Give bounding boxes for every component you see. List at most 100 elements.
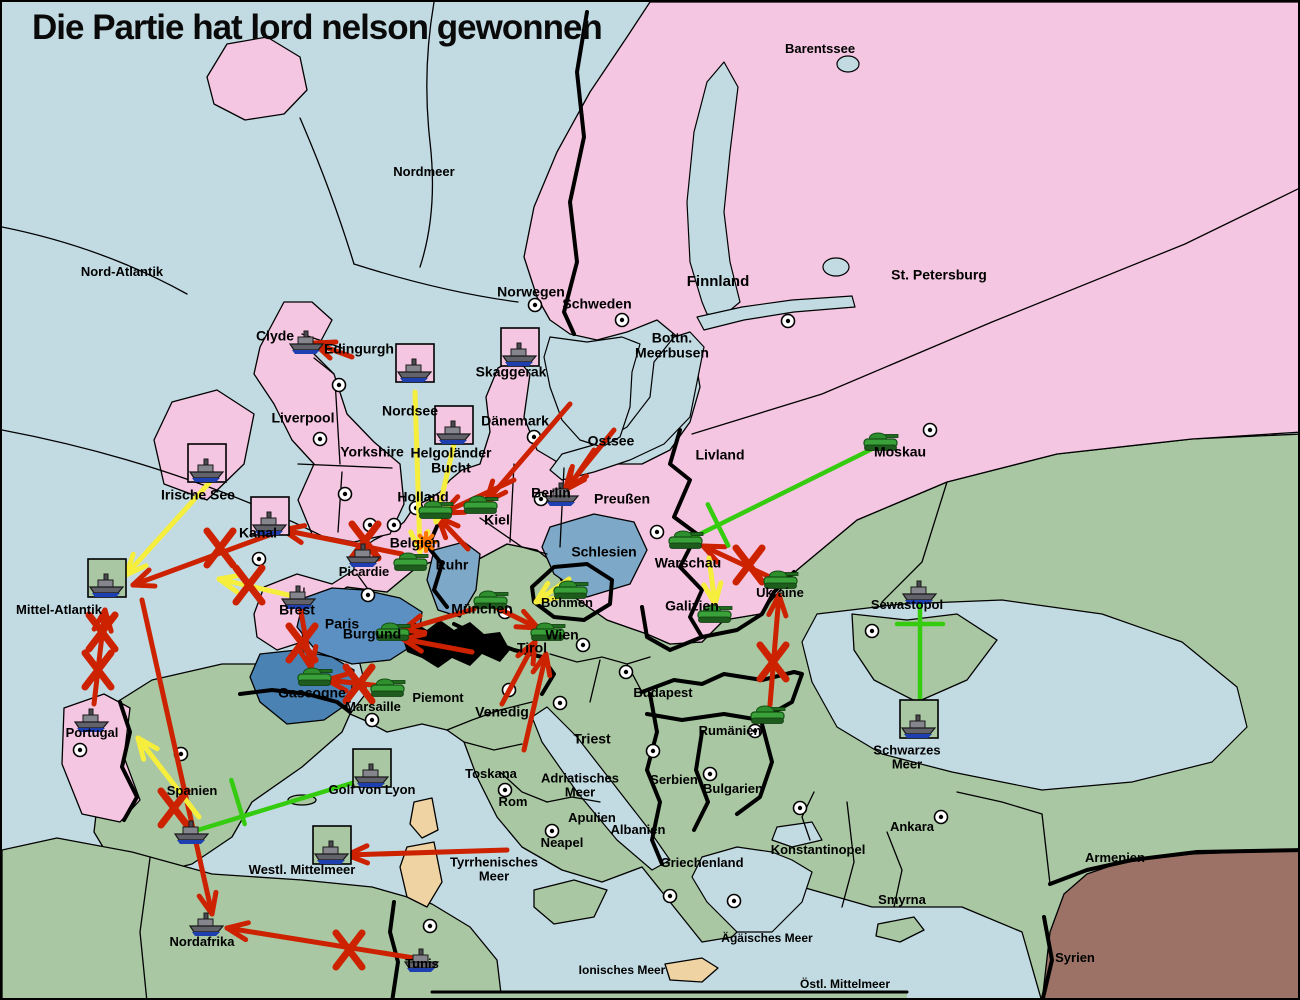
province-label[interactable]: Tunis bbox=[405, 956, 439, 972]
province-label[interactable]: Nordsee bbox=[381, 402, 439, 419]
region-north-africa[interactable] bbox=[2, 837, 503, 1000]
province-label[interactable]: Konstantinopel bbox=[770, 842, 866, 858]
province-label[interactable]: Belgien bbox=[389, 534, 441, 551]
province-label[interactable]: Moskau bbox=[873, 443, 927, 460]
region-schlesien[interactable] bbox=[541, 513, 648, 598]
province-label[interactable]: Westl. Mittelmeer bbox=[248, 862, 356, 878]
province-label[interactable]: Yorkshire bbox=[340, 443, 404, 460]
region-iceland[interactable] bbox=[206, 36, 308, 121]
fleet-unit[interactable] bbox=[899, 699, 939, 739]
region-sicily[interactable] bbox=[533, 879, 608, 925]
province-label[interactable]: Schlesien bbox=[571, 543, 637, 560]
fleet-unit[interactable] bbox=[395, 343, 435, 383]
game-result-title: Die Partie hat lord nelson gewonnen bbox=[32, 8, 603, 47]
province-label[interactable]: Syrien bbox=[1055, 950, 1095, 966]
province-label[interactable]: Burgund bbox=[342, 625, 402, 642]
lake-ladoga bbox=[822, 257, 850, 277]
province-label[interactable]: Norwegen bbox=[497, 283, 565, 300]
fleet-unit[interactable] bbox=[352, 748, 392, 788]
province-label[interactable]: Schweden bbox=[562, 295, 632, 312]
province-label[interactable]: Brest bbox=[279, 601, 315, 618]
sea-adriatic bbox=[531, 706, 671, 871]
province-label[interactable]: Irische See bbox=[161, 486, 235, 503]
province-label[interactable]: Böhmen bbox=[541, 595, 593, 611]
province-label[interactable]: Apulien bbox=[568, 810, 616, 826]
province-label[interactable]: Sewastopol bbox=[870, 597, 944, 613]
province-label[interactable]: Berlin bbox=[531, 484, 571, 501]
province-label[interactable]: Clyde bbox=[255, 327, 295, 344]
province-label[interactable]: Schwarzes Meer bbox=[873, 742, 941, 771]
region-crimea[interactable] bbox=[851, 613, 998, 703]
province-label[interactable]: Ruhr bbox=[435, 556, 469, 573]
province-label[interactable]: Marsaille bbox=[345, 699, 401, 715]
region-corsica bbox=[409, 797, 439, 839]
province-label[interactable]: Dänemark bbox=[481, 412, 549, 429]
province-label[interactable]: Rumänien bbox=[698, 723, 762, 739]
province-label[interactable]: Triest bbox=[573, 730, 611, 747]
province-label[interactable]: Golf von Lyon bbox=[328, 782, 416, 798]
province-label[interactable]: Barentssee bbox=[784, 41, 856, 57]
province-label[interactable]: Liverpool bbox=[271, 409, 335, 426]
province-label[interactable]: Helgoländer Bucht bbox=[410, 444, 492, 475]
province-label[interactable]: Paris bbox=[324, 615, 360, 632]
province-label[interactable]: Neapel bbox=[540, 835, 584, 851]
province-label[interactable]: Holland bbox=[397, 488, 449, 505]
province-label[interactable]: Serbien bbox=[650, 772, 698, 788]
province-label[interactable]: Nordmeer bbox=[393, 164, 455, 180]
province-label[interactable]: Warschau bbox=[654, 554, 722, 571]
region-africa-offmap bbox=[432, 992, 907, 998]
province-label[interactable]: Piemont bbox=[412, 690, 464, 706]
fleet-unit[interactable] bbox=[312, 825, 352, 865]
sea-gulf-finland bbox=[696, 295, 856, 331]
fleet-unit[interactable] bbox=[187, 443, 227, 483]
province-label[interactable]: Smyrna bbox=[878, 892, 926, 908]
province-label[interactable]: Ostsee bbox=[587, 432, 635, 449]
province-label[interactable]: Skaggerak bbox=[475, 363, 547, 380]
province-label[interactable]: Finnland bbox=[686, 273, 750, 291]
province-label[interactable]: Mittel-Atlantik bbox=[16, 602, 102, 618]
province-label[interactable]: Toskana bbox=[465, 766, 517, 782]
province-label[interactable]: Ankara bbox=[889, 819, 935, 835]
province-label[interactable]: Rom bbox=[498, 794, 528, 810]
province-label[interactable]: Spanien bbox=[166, 783, 218, 799]
province-label[interactable]: Galizien bbox=[665, 597, 719, 614]
province-label[interactable]: Ukraine bbox=[756, 585, 804, 601]
province-label[interactable]: Wien bbox=[545, 626, 579, 643]
province-label[interactable]: Bulgarien bbox=[703, 781, 763, 797]
province-label[interactable]: Kanal bbox=[238, 524, 278, 541]
province-label[interactable]: Portugal bbox=[65, 725, 119, 741]
failed-order-x bbox=[732, 544, 766, 586]
province-label[interactable]: Preußen bbox=[593, 490, 651, 507]
province-label[interactable]: Griechenland bbox=[660, 855, 744, 871]
province-label[interactable]: Adriatisches Meer bbox=[540, 770, 620, 799]
province-label[interactable]: St. Petersburg bbox=[891, 266, 987, 283]
fleet-unit[interactable] bbox=[250, 496, 290, 536]
province-label[interactable]: Ägäisches Meer bbox=[721, 930, 813, 945]
province-label[interactable]: Albanien bbox=[610, 822, 666, 838]
fleet-unit[interactable] bbox=[87, 558, 127, 598]
province-label[interactable]: Östl. Mittelmeer bbox=[799, 976, 891, 991]
province-label[interactable]: Picardie bbox=[338, 564, 390, 580]
province-label[interactable]: München bbox=[451, 600, 513, 617]
province-label[interactable]: Ionisches Meer bbox=[578, 962, 666, 977]
province-label[interactable]: Nord-Atlantik bbox=[80, 264, 164, 280]
fleet-unit[interactable] bbox=[434, 405, 474, 445]
province-label[interactable]: Bottn. Meerbusen bbox=[635, 329, 709, 360]
province-label[interactable]: Armenien bbox=[1085, 850, 1145, 866]
region-britain[interactable] bbox=[253, 301, 405, 543]
province-label[interactable]: Tirol bbox=[516, 639, 548, 656]
province-label[interactable]: Livland bbox=[695, 446, 745, 463]
province-label[interactable]: Tyrrhenisches Meer bbox=[450, 854, 538, 883]
province-label[interactable]: Kiel bbox=[484, 511, 510, 528]
province-label[interactable]: Gascogne bbox=[278, 684, 346, 701]
province-label[interactable]: Edingurgh bbox=[324, 340, 394, 357]
fleet-unit[interactable] bbox=[500, 327, 540, 367]
province-label[interactable]: Budapest bbox=[633, 685, 693, 701]
province-label[interactable]: Venedig bbox=[475, 703, 529, 720]
sea-baltic bbox=[549, 331, 705, 481]
region-cyprus[interactable] bbox=[875, 916, 925, 943]
province-label[interactable]: Nordafrika bbox=[169, 934, 235, 950]
